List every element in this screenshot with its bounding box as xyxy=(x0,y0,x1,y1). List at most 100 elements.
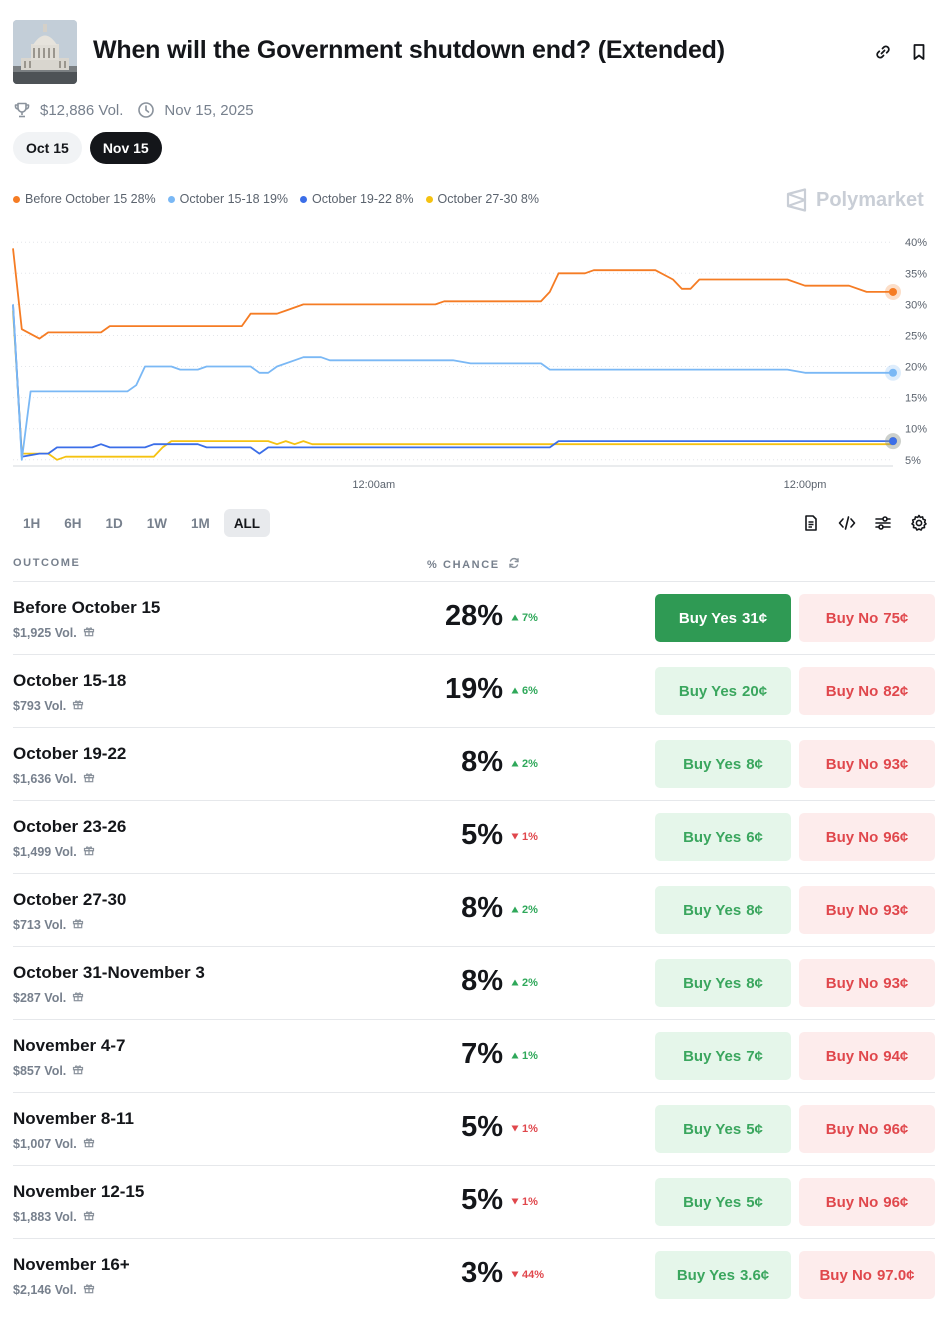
buy-no-button[interactable]: Buy No 93¢ xyxy=(799,740,935,788)
buy-no-label: Buy No xyxy=(825,828,879,846)
market-end-date: Nov 15, 2025 xyxy=(164,101,254,119)
buy-yes-button[interactable]: Buy Yes 31¢ xyxy=(655,594,791,642)
outcome-volume-value: $1,925 Vol. xyxy=(13,625,77,640)
buy-yes-button[interactable]: Buy Yes 7¢ xyxy=(655,1032,791,1080)
polymarket-logo-icon xyxy=(786,188,807,212)
gift-icon[interactable] xyxy=(72,917,84,932)
outcome-volume: $1,007 Vol. xyxy=(13,1136,95,1151)
document-icon[interactable] xyxy=(802,514,820,532)
outcome-row[interactable]: October 23-26 $1,499 Vol. 5% 1% Buy Yes 6¢ Buy… xyxy=(13,801,935,874)
bookmark-icon[interactable] xyxy=(909,42,929,62)
outcome-row[interactable]: October 15-18 $793 Vol. 19% 6% Buy Yes 20¢ Buy… xyxy=(13,655,935,728)
y-tick-label: 20% xyxy=(905,362,927,374)
range-1m[interactable]: 1M xyxy=(191,515,210,531)
outcome-name[interactable]: November 8-11 xyxy=(13,1109,134,1128)
embed-code-icon[interactable] xyxy=(838,514,856,532)
buy-yes-label: Buy Yes xyxy=(683,1120,742,1138)
range-1d[interactable]: 1D xyxy=(105,515,123,531)
chance-change-value: 1% xyxy=(522,831,538,843)
outcome-row[interactable]: November 12-15 $1,883 Vol. 5% 1% Buy Yes 5¢ Bu… xyxy=(13,1166,935,1239)
buy-no-price: 93¢ xyxy=(883,755,909,773)
buy-no-button[interactable]: Buy No 96¢ xyxy=(799,1178,935,1226)
outcome-name[interactable]: October 27-30 xyxy=(13,890,127,909)
sliders-icon[interactable] xyxy=(874,514,892,532)
outcome-row[interactable]: November 8-11 $1,007 Vol. 5% 1% Buy Yes 5¢ Buy… xyxy=(13,1093,935,1166)
outcome-row[interactable]: October 27-30 $713 Vol. 8% 2% Buy Yes 8¢ Buy N… xyxy=(13,874,935,947)
legend-dot xyxy=(13,195,20,203)
buy-yes-button[interactable]: Buy Yes 8¢ xyxy=(655,740,791,788)
tab-oct-15[interactable]: Oct 15 xyxy=(13,132,82,164)
buy-yes-price: 3.6¢ xyxy=(739,1266,770,1284)
outcome-name[interactable]: October 15-18 xyxy=(13,671,127,690)
range-6h[interactable]: 6H xyxy=(64,515,82,531)
buy-yes-button[interactable]: Buy Yes 5¢ xyxy=(655,1105,791,1153)
outcome-name[interactable]: November 4-7 xyxy=(13,1036,126,1055)
buy-yes-price: 8¢ xyxy=(746,974,763,992)
series-end-dot xyxy=(889,287,897,296)
refresh-icon[interactable] xyxy=(508,557,520,572)
settings-gear-icon[interactable] xyxy=(910,514,928,532)
buy-no-button[interactable]: Buy No 93¢ xyxy=(799,886,935,934)
chance-change-value: 1% xyxy=(522,1123,538,1135)
buy-no-label: Buy No xyxy=(825,755,879,773)
legend-item: October 27-30 8% xyxy=(425,192,539,206)
buy-yes-button[interactable]: Buy Yes 3.6¢ xyxy=(655,1251,791,1299)
chance-change-value: 6% xyxy=(522,685,538,697)
arrow-down-icon xyxy=(511,831,519,843)
gift-icon[interactable] xyxy=(83,771,95,786)
gift-icon[interactable] xyxy=(72,990,84,1005)
series-end-dot xyxy=(889,368,897,377)
outcome-name[interactable]: November 16+ xyxy=(13,1255,130,1274)
outcome-name[interactable]: October 19-22 xyxy=(13,744,127,763)
gift-icon[interactable] xyxy=(83,1136,95,1151)
outcome-name[interactable]: October 31-November 3 xyxy=(13,963,205,982)
buy-yes-price: 8¢ xyxy=(746,755,763,773)
buy-yes-price: 5¢ xyxy=(746,1193,763,1211)
legend-dot xyxy=(167,195,175,203)
range-1w[interactable]: 1W xyxy=(146,515,168,531)
gift-icon[interactable] xyxy=(83,844,95,859)
gift-icon[interactable] xyxy=(83,1282,95,1297)
price-chart[interactable]: 40% 35% 30% 25% 20% 15% 10% 5% 12:00am 12:00pm xyxy=(0,236,942,498)
gift-icon[interactable] xyxy=(72,698,84,713)
buy-yes-button[interactable]: Buy Yes 5¢ xyxy=(655,1178,791,1226)
chance-change: 1% xyxy=(511,1196,538,1208)
chance-change: 44% xyxy=(511,1269,544,1281)
buy-no-button[interactable]: Buy No 96¢ xyxy=(799,813,935,861)
buy-yes-button[interactable]: Buy Yes 8¢ xyxy=(655,959,791,1007)
y-tick-label: 5% xyxy=(905,455,921,467)
buy-no-button[interactable]: Buy No 75¢ xyxy=(799,594,935,642)
buy-no-price: 94¢ xyxy=(883,1047,909,1065)
buy-no-button[interactable]: Buy No 93¢ xyxy=(799,959,935,1007)
legend-label: October 15-18 19% xyxy=(179,192,289,206)
buy-yes-button[interactable]: Buy Yes 20¢ xyxy=(655,667,791,715)
outcome-volume: $1,499 Vol. xyxy=(13,844,95,859)
buy-no-button[interactable]: Buy No 97.0¢ xyxy=(799,1251,935,1299)
outcome-row[interactable]: November 16+ $2,146 Vol. 3% 44% Buy Yes 3.6¢ B… xyxy=(13,1239,935,1312)
outcome-name[interactable]: Before October 15 xyxy=(13,598,161,617)
gift-icon[interactable] xyxy=(83,625,95,640)
y-tick-label: 10% xyxy=(905,424,927,436)
range-all[interactable]: ALL xyxy=(223,509,271,537)
chance-change-value: 2% xyxy=(522,758,538,770)
outcome-row[interactable]: October 19-22 $1,636 Vol. 8% 2% Buy Yes 8¢ Buy… xyxy=(13,728,935,801)
outcome-row[interactable]: October 31-November 3 $287 Vol. 8% 2% Buy Ye… xyxy=(13,947,935,1020)
buy-no-button[interactable]: Buy No 96¢ xyxy=(799,1105,935,1153)
outcome-name[interactable]: November 12-15 xyxy=(13,1182,145,1201)
outcome-name[interactable]: October 23-26 xyxy=(13,817,127,836)
gift-icon[interactable] xyxy=(72,1063,84,1078)
tab-nov-15[interactable]: Nov 15 xyxy=(89,132,162,164)
link-icon[interactable] xyxy=(873,42,893,62)
gift-icon[interactable] xyxy=(83,1209,95,1224)
buy-no-price: 82¢ xyxy=(883,682,909,700)
buy-no-price: 96¢ xyxy=(883,1193,909,1211)
buy-no-button[interactable]: Buy No 82¢ xyxy=(799,667,935,715)
series-line xyxy=(12,248,893,340)
series-line xyxy=(12,310,894,461)
buy-no-button[interactable]: Buy No 94¢ xyxy=(799,1032,935,1080)
range-1h[interactable]: 1H xyxy=(23,515,41,531)
outcome-row[interactable]: Before October 15 $1,925 Vol. 28% 7% Buy Yes… xyxy=(13,582,935,655)
buy-yes-button[interactable]: Buy Yes 8¢ xyxy=(655,886,791,934)
outcome-row[interactable]: November 4-7 $857 Vol. 7% 1% Buy Yes 7¢ Buy No… xyxy=(13,1020,935,1093)
buy-yes-button[interactable]: Buy Yes 6¢ xyxy=(655,813,791,861)
